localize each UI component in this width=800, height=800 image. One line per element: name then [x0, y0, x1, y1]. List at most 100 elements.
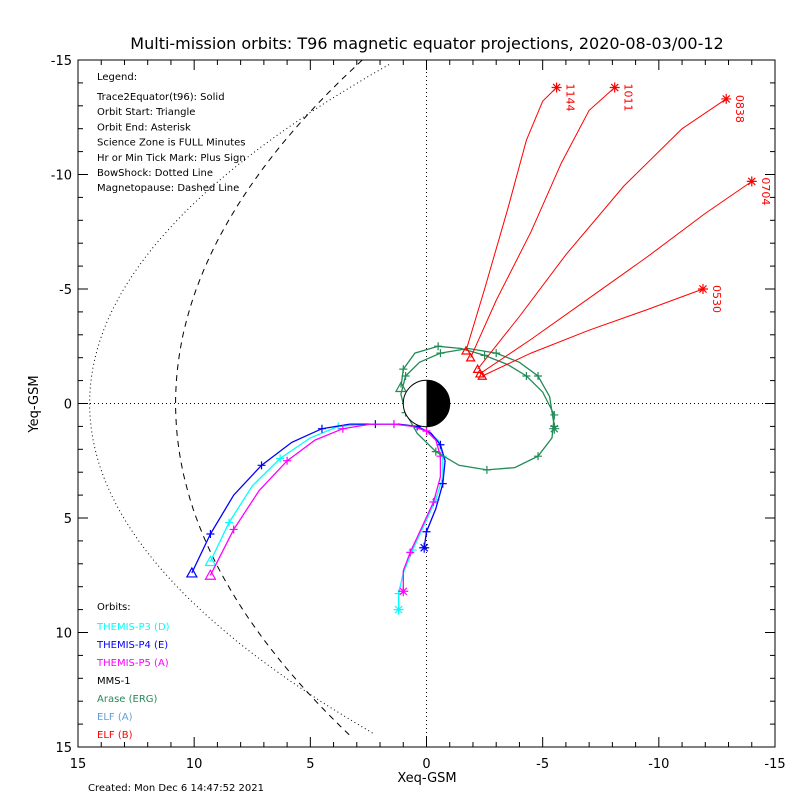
orbits-title: Orbits:: [97, 602, 131, 613]
orbit-legend-entry: THEMIS-P3 (D): [96, 622, 170, 633]
y-tick-label: -15: [51, 54, 72, 69]
tick-mark: [406, 548, 415, 557]
tick-mark: [422, 527, 431, 536]
chart-title: Multi-mission orbits: T96 magnetic equat…: [130, 34, 723, 53]
tick-mark: [389, 420, 398, 429]
tick-mark: [257, 461, 266, 470]
orbit-legend-entry: ELF (A): [97, 712, 133, 723]
elf-b-start-marker: [472, 363, 483, 373]
elf-b-time-label: 0838: [733, 95, 746, 123]
series-2: [204, 420, 445, 597]
tick-mark: [399, 365, 408, 374]
elf-b-start-marker: [477, 370, 488, 380]
created-timestamp: Created: Mon Dec 6 14:47:52 2021: [88, 783, 264, 794]
x-tick-label: 15: [70, 757, 87, 772]
tick-mark: [534, 452, 543, 461]
tick-mark: [276, 454, 285, 463]
elf-b-trace-3: 1011: [465, 82, 635, 362]
y-tick-label: 10: [55, 627, 72, 642]
elf-b-start-marker: [465, 352, 476, 362]
elf-b-start-marker: [474, 368, 485, 378]
orbit-end-marker: [549, 423, 560, 434]
tick-mark: [422, 426, 431, 435]
elf-b-time-label: 1144: [564, 83, 577, 111]
x-tick-label: 10: [186, 757, 203, 772]
orbit-end-marker: [419, 542, 430, 553]
legend-line: Orbit Start: Triangle: [97, 107, 195, 118]
orbit-legend-entry: THEMIS-P4 (E): [96, 640, 168, 651]
tick-mark: [550, 410, 559, 419]
elf-b-trace-1: 0704: [474, 176, 772, 378]
legend-line: Science Zone is FULL Minutes: [97, 138, 246, 149]
tick-mark: [338, 424, 347, 433]
elf-b-end-marker: [746, 176, 757, 187]
elf-b-line: [482, 288, 704, 377]
elf-b-start-marker: [460, 345, 472, 355]
y-tick-label: -5: [59, 283, 72, 298]
elf-b-trace-0: 0530: [477, 284, 723, 380]
elf-b-trace-4: 1144: [460, 82, 577, 355]
tick-mark: [317, 424, 326, 433]
legend-line: Magnetopause: Dashed Line: [97, 183, 239, 194]
orbits-legend: Orbits: THEMIS-P3 (D) THEMIS-P4 (E) THEMIS…: [96, 602, 170, 741]
y-tick-label: 15: [55, 741, 72, 756]
series-layer: 0530 0704 0838 1011 1144: [185, 82, 772, 615]
orbit-start-marker: [185, 566, 198, 578]
elf-b-time-label: 1011: [622, 83, 635, 111]
legend-title: Legend:: [97, 72, 137, 83]
magnetopause-line: [175, 59, 363, 739]
orbit-line: [191, 423, 446, 574]
elf-b-line: [479, 180, 753, 375]
tick-mark: [492, 349, 501, 358]
elf-b-trace-2: 0838: [472, 93, 746, 373]
x-tick-label: -15: [764, 757, 785, 772]
x-tick-label: 0: [422, 757, 430, 772]
orbit-start-marker: [204, 555, 217, 567]
tick-mark: [434, 342, 443, 351]
orbit-start-marker: [204, 569, 217, 580]
x-tick-label: -5: [536, 757, 549, 772]
y-tick-label: 0: [64, 398, 72, 413]
earth-night-side: [426, 380, 450, 427]
tick-mark: [225, 518, 234, 527]
orbit-end-marker: [393, 604, 404, 615]
series-1: [185, 420, 447, 578]
orbit-legend-entry: ELF (B): [97, 730, 133, 741]
tick-mark: [401, 372, 410, 381]
elf-b-end-marker: [721, 93, 732, 104]
tick-mark: [283, 456, 292, 465]
elf-b-end-marker: [697, 284, 708, 294]
legend: Legend: Trace2Equator(t96): Solid Orbit S…: [96, 72, 246, 194]
orbit-start-marker: [394, 381, 407, 393]
orbit-legend-entry: MMS-1: [97, 676, 131, 687]
legend-line: Orbit End: Asterisk: [97, 122, 191, 133]
tick-mark: [229, 525, 238, 534]
y-tick-label: -10: [51, 169, 72, 184]
orbit-legend-entry: THEMIS-P5 (A): [96, 658, 169, 669]
tick-mark: [480, 351, 489, 360]
tick-mark: [438, 479, 447, 488]
orbit-legend-entry: Arase (ERG): [97, 694, 158, 705]
elf-b-end-marker: [609, 82, 620, 93]
earth-symbol: [402, 379, 451, 428]
orbit-end-marker: [398, 586, 409, 597]
tick-mark: [436, 349, 445, 358]
y-tick-label: 5: [64, 512, 72, 527]
x-tick-label: 5: [306, 757, 314, 772]
tick-mark: [429, 497, 438, 506]
elf-b-line: [477, 98, 727, 370]
legend-line: Hr or Min Tick Mark: Plus Sign: [97, 153, 246, 164]
tick-mark: [206, 530, 215, 539]
tick-mark: [534, 372, 543, 381]
legend-line: Trace2Equator(t96): Solid: [96, 92, 225, 103]
elf-b-end-marker: [551, 82, 562, 93]
tick-mark: [431, 447, 440, 456]
elf-b-line: [470, 87, 616, 358]
tick-mark: [482, 465, 491, 474]
legend-line: BowShock: Dotted Line: [97, 168, 213, 179]
tick-mark: [522, 372, 531, 381]
elf-b-line: [465, 87, 557, 351]
x-tick-label: -10: [648, 757, 669, 772]
orbit-line: [209, 423, 442, 592]
